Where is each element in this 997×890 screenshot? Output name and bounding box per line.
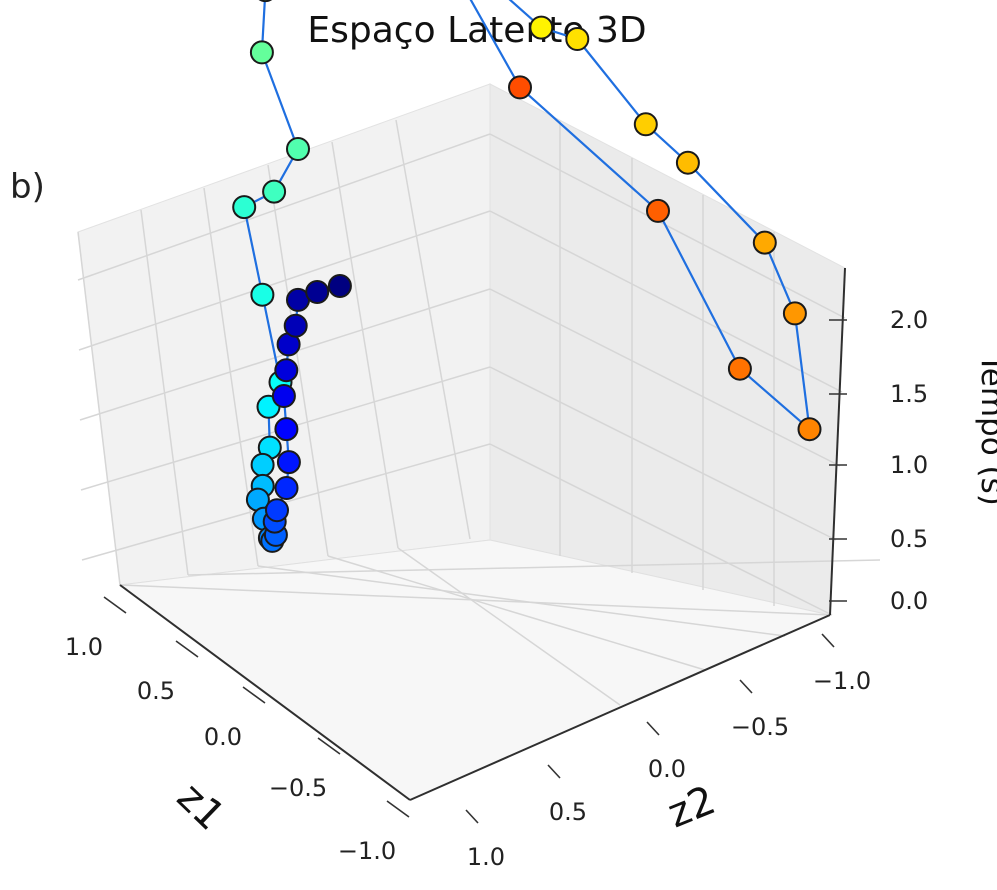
trajectory-point-49 [271, 384, 296, 408]
y-tick-label-2: 0.0 [648, 755, 686, 783]
grid-line-24 [397, 547, 621, 706]
trajectory-point-46 [274, 476, 299, 500]
y-tick-label-1: −0.5 [731, 713, 789, 741]
grid-line-0 [77, 231, 121, 586]
grid-line-18 [489, 366, 837, 541]
grid-line-3 [267, 164, 329, 557]
grid-line-5 [395, 119, 471, 540]
grid-line-10 [81, 443, 491, 561]
trajectory-point-12 [646, 198, 670, 223]
grid-line-6 [77, 133, 491, 281]
trajectory-point-50 [274, 358, 299, 383]
grid-line-19 [489, 443, 833, 616]
x-tick-mark-3 [317, 737, 341, 755]
x-tick-mark-4 [386, 800, 410, 818]
axis-lines [119, 267, 846, 801]
grid-line-4 [331, 141, 399, 549]
trajectory-point-13 [727, 356, 752, 381]
axis-ticks: 1.0 0.5 0.0 −0.5 −1.0 −1.0 −0.5 0.0 0.5 1.0 0.0 0.5… [65, 306, 928, 871]
z-tick-label-4: 2.0 [890, 306, 928, 334]
trajectory-point-52 [283, 313, 308, 338]
grid-line-17 [489, 288, 841, 467]
y-tick-mark-3 [547, 764, 561, 779]
trajectory-point-16 [752, 230, 777, 255]
trajectory-point-17 [675, 150, 700, 175]
y-axis-label: z2 [662, 777, 722, 837]
x-tick-mark-1 [175, 640, 199, 658]
x-tick-mark-2 [242, 686, 266, 704]
trajectory-point-55 [327, 274, 352, 298]
y-tick-mark-0 [821, 633, 835, 648]
x-tick-label-4: −1.0 [338, 837, 396, 865]
x-tick-label-0: 1.0 [65, 633, 103, 661]
z-axis-line [829, 267, 846, 616]
trajectory-point-31 [262, 179, 287, 204]
y-tick-mark-1 [739, 679, 753, 694]
grid-line-7 [78, 210, 491, 351]
y-axis-line [409, 614, 831, 801]
x-tick-mark-0 [103, 596, 127, 614]
grid-line-16 [489, 210, 843, 393]
trajectory-point-48 [274, 417, 299, 442]
chart-title: Espaço Latente 3D [307, 10, 646, 51]
grid-line-15 [489, 133, 846, 319]
trajectory-point-14 [797, 417, 822, 442]
y-tick-label-3: 0.5 [549, 798, 587, 826]
trajectory-point-18 [633, 112, 658, 137]
x-tick-label-3: −0.5 [269, 774, 327, 802]
trajectory-point-29 [249, 40, 274, 65]
z-tick-label-0: 0.0 [890, 587, 928, 615]
grid-line-23 [327, 555, 706, 671]
panel-label: b) [10, 167, 45, 207]
axis-panes [77, 83, 846, 801]
trajectory-point-28 [258, 0, 273, 3]
grid-line-22 [257, 565, 786, 637]
z-tick-label-3: 1.5 [890, 380, 928, 408]
trajectory-point-20 [529, 15, 554, 40]
z-tick-label-1: 0.5 [890, 525, 928, 553]
y-tick-label-0: −1.0 [813, 667, 871, 695]
trajectory-point-33 [250, 282, 275, 307]
x-axis-line [119, 584, 411, 801]
trajectory-point-11 [508, 75, 532, 100]
trajectory-points [232, 0, 822, 553]
x-tick-label-1: 0.5 [137, 677, 175, 705]
x-axis-label: z1 [168, 774, 233, 839]
z-tick-label-2: 1.0 [890, 451, 928, 479]
trajectory-point-37 [250, 452, 275, 477]
right-pane [489, 83, 846, 616]
y-tick-label-4: 1.0 [467, 843, 505, 871]
gridlines [77, 119, 881, 706]
trajectory-point-32 [232, 195, 257, 220]
trajectory-point-47 [276, 450, 301, 475]
trajectory-point-30 [286, 137, 310, 161]
y-tick-mark-2 [646, 721, 660, 736]
trajectory-point-15 [782, 301, 807, 326]
x-tick-label-2: 0.0 [204, 723, 242, 751]
z-axis-label: Tempo (s) [974, 353, 997, 506]
trajectory-point-54 [305, 280, 330, 304]
trajectory-point-19 [565, 27, 590, 51]
trajectory-point-45 [265, 498, 289, 523]
y-tick-mark-4 [465, 809, 479, 824]
